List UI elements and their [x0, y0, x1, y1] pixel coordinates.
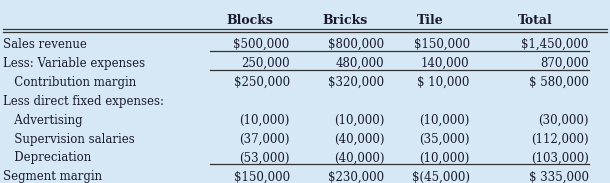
Text: (37,000): (37,000) — [239, 133, 290, 146]
Text: Tile: Tile — [417, 14, 443, 27]
Text: (40,000): (40,000) — [334, 133, 384, 146]
Text: 480,000: 480,000 — [336, 57, 384, 70]
Text: (112,000): (112,000) — [531, 133, 589, 146]
Text: $ 580,000: $ 580,000 — [529, 76, 589, 89]
Text: Less: Variable expenses: Less: Variable expenses — [3, 57, 145, 70]
Text: (103,000): (103,000) — [531, 152, 589, 165]
Text: $500,000: $500,000 — [234, 38, 290, 51]
Text: $150,000: $150,000 — [414, 38, 470, 51]
Text: Bricks: Bricks — [322, 14, 367, 27]
Text: (40,000): (40,000) — [334, 152, 384, 165]
Text: $150,000: $150,000 — [234, 170, 290, 183]
Text: $ 10,000: $ 10,000 — [417, 76, 470, 89]
Text: (10,000): (10,000) — [239, 114, 290, 127]
Text: 870,000: 870,000 — [540, 57, 589, 70]
Text: Less direct fixed expenses:: Less direct fixed expenses: — [3, 95, 164, 108]
Text: Total: Total — [518, 14, 553, 27]
Text: $(45,000): $(45,000) — [412, 170, 470, 183]
Text: Supervision salaries: Supervision salaries — [3, 133, 135, 146]
Text: (35,000): (35,000) — [419, 133, 470, 146]
Text: $250,000: $250,000 — [234, 76, 290, 89]
Text: (53,000): (53,000) — [239, 152, 290, 165]
Text: 140,000: 140,000 — [421, 57, 470, 70]
Text: (10,000): (10,000) — [419, 152, 470, 165]
Text: $230,000: $230,000 — [328, 170, 384, 183]
Text: $1,450,000: $1,450,000 — [522, 38, 589, 51]
Text: (30,000): (30,000) — [538, 114, 589, 127]
Text: (10,000): (10,000) — [334, 114, 384, 127]
Text: $320,000: $320,000 — [328, 76, 384, 89]
Text: (10,000): (10,000) — [419, 114, 470, 127]
Text: 250,000: 250,000 — [241, 57, 290, 70]
Text: Segment margin: Segment margin — [3, 170, 102, 183]
Text: $ 335,000: $ 335,000 — [529, 170, 589, 183]
Text: Blocks: Blocks — [227, 14, 273, 27]
Text: Advertising: Advertising — [3, 114, 83, 127]
Text: Contribution margin: Contribution margin — [3, 76, 136, 89]
Text: Depreciation: Depreciation — [3, 152, 91, 165]
Text: Sales revenue: Sales revenue — [3, 38, 87, 51]
Text: $800,000: $800,000 — [328, 38, 384, 51]
